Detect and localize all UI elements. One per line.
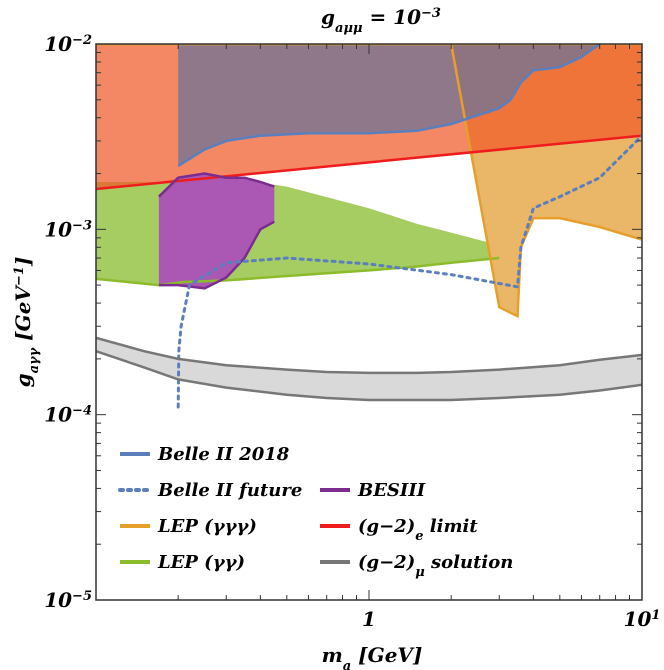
- g-2-e-limit-line: [96, 134, 642, 191]
- y-tick-label: 10−2: [44, 32, 92, 56]
- chart-title: gaμμ = 10−3: [321, 5, 441, 36]
- besiii-lower-edge: [158, 220, 275, 290]
- y-tick-label: 10−4: [44, 403, 92, 427]
- plot-lines: [96, 44, 642, 409]
- g-2-solution-region: [96, 337, 642, 400]
- legend-label-besiii: BESIII: [357, 480, 426, 501]
- x-axis-label: ma [GeV]: [322, 643, 423, 670]
- legend-label-belle-ii-2018: Belle II 2018: [157, 444, 290, 465]
- besiii-region: [158, 173, 275, 289]
- g-2-solution-upper-edge: [96, 336, 642, 375]
- y-tick-label: 10−5: [44, 588, 92, 612]
- legend-label-lep: LEP (γγ): [157, 552, 245, 573]
- legend-label-lep: LEP (γγγ): [157, 516, 257, 537]
- legend: Belle II 2018 Belle II future BESIII LEP (γ…: [118, 444, 513, 580]
- belle-ii-2018-line: [177, 44, 601, 167]
- legend-label-belle-ii-future: Belle II future: [157, 480, 302, 501]
- plot-area: [96, 44, 642, 400]
- axis-ticks: 10−2 10−3 10−4 10−5 1 101: [44, 32, 660, 631]
- legend-label-g-2-e-limit: (g−2)e limit: [358, 516, 478, 544]
- x-tick-label: 101: [624, 607, 661, 631]
- x-tick-label: 1: [362, 607, 376, 631]
- belle-ii-2018-region: [178, 44, 600, 166]
- y-tick-label: 10−3: [44, 217, 92, 241]
- y-axis-label: gaγγ [GeV−1]: [11, 257, 42, 388]
- lep-lower-edge: [96, 44, 642, 319]
- lep-region: [96, 177, 500, 286]
- besiii-upper-edge: [158, 172, 275, 198]
- legend-label-g-2-solution: (g−2)μ solution: [358, 552, 513, 580]
- g-2-solution-lower-edge: [96, 350, 642, 402]
- belle-ii-future-line: [176, 134, 642, 409]
